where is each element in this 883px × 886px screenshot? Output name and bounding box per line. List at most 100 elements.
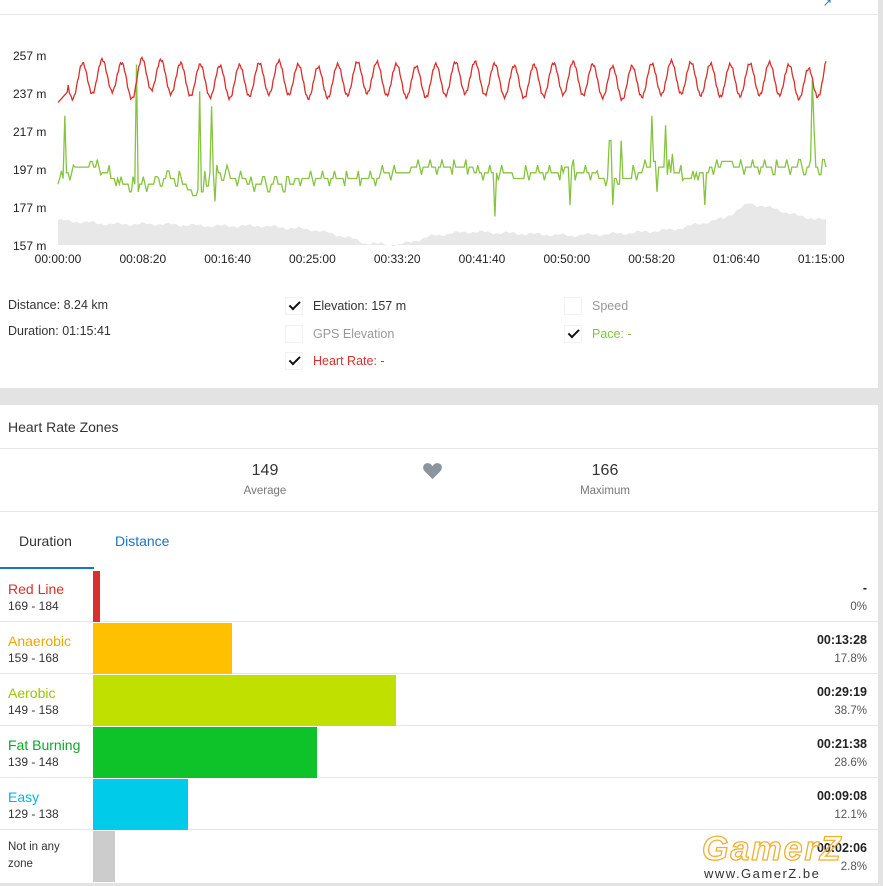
- zone-list: Red Line 169 - 184 - 0% Anaerobic 159 - 168 00…: [0, 570, 878, 882]
- zone-percent: 38.7%: [834, 705, 867, 717]
- activity-stats: Distance: 8.24 km Duration: 01:15:41: [8, 298, 111, 350]
- zone-row[interactable]: Red Line 169 - 184 - 0%: [0, 570, 878, 622]
- heart-rate-zones-title: Heart Rate Zones: [8, 419, 119, 435]
- zone-range: 139 - 148: [8, 755, 59, 769]
- heart-rate-line: [57, 56, 827, 103]
- zone-range: 159 - 168: [8, 651, 59, 665]
- y-tick-label: 257 m: [13, 49, 46, 63]
- gamerz-watermark-logo: GamerZ www.GamerZ.be: [701, 829, 841, 881]
- zone-time: 00:29:19: [816, 685, 867, 699]
- duration-value: 01:15:41: [62, 324, 111, 338]
- elevation-chart-card: ↗ 257 m 237 m 217 m 197 m 177 m 157 m 00:00:00…: [0, 0, 878, 388]
- average-hr-label: Average: [243, 485, 287, 497]
- x-tick-label: 00:25:00: [289, 252, 336, 266]
- activity-chart-svg[interactable]: 257 m 237 m 217 m 197 m 177 m 157 m00:00:00 00…: [0, 30, 878, 275]
- y-tick-label: 157 m: [13, 239, 46, 253]
- heart-rate-toggle[interactable]: Heart Rate: -: [285, 352, 385, 370]
- maximum-hr-label: Maximum: [580, 485, 630, 497]
- distance-label: Distance:: [8, 298, 61, 312]
- zone-bar: [93, 675, 396, 726]
- zone-row[interactable]: Easy 129 - 138 00:09:08 12.1%: [0, 778, 878, 830]
- zone-name: Anaerobic: [8, 633, 72, 649]
- zone-bar: [93, 571, 100, 622]
- x-tick-label: 01:15:00: [798, 252, 845, 266]
- x-tick-label: 00:50:00: [543, 252, 590, 266]
- zone-name: Fat Burning: [8, 737, 81, 753]
- zone-bar: [93, 831, 115, 882]
- zone-time: -: [862, 581, 867, 595]
- elevation-label: Elevation:: [313, 299, 368, 313]
- zone-bar: [93, 623, 233, 674]
- elevation-toggle[interactable]: Elevation: 157 m: [285, 297, 406, 315]
- zone-name: Easy: [8, 789, 40, 805]
- zone-percent: 12.1%: [834, 809, 867, 821]
- elevation-area: [58, 203, 826, 247]
- x-tick-label: 00:41:40: [459, 252, 506, 266]
- zone-range: 149 - 158: [8, 703, 59, 717]
- speed-toggle[interactable]: Speed: [564, 297, 628, 315]
- active-tab-indicator: [0, 567, 94, 569]
- divider: [0, 448, 878, 449]
- divider: [0, 511, 878, 512]
- divider: [0, 14, 878, 15]
- zone-percent: 2.8%: [840, 861, 867, 873]
- zone-time: 00:02:06: [816, 841, 867, 855]
- zone-bar: [93, 779, 188, 830]
- y-tick-label: 197 m: [13, 163, 46, 177]
- x-tick-label: 00:00:00: [35, 252, 82, 266]
- gps-elevation-toggle[interactable]: GPS Elevation: [285, 325, 394, 343]
- zone-percent: 0%: [850, 601, 867, 613]
- gps-elevation-label: GPS Elevation: [313, 327, 395, 341]
- heart-rate-checkbox[interactable]: [285, 352, 303, 370]
- tab-distance[interactable]: Distance: [115, 533, 170, 549]
- tab-duration[interactable]: Duration: [19, 533, 72, 549]
- zone-time: 00:09:08: [816, 789, 867, 803]
- y-tick-label: 217 m: [13, 125, 46, 139]
- gps-elevation-checkbox[interactable]: [285, 325, 303, 343]
- zone-time: 00:13:28: [816, 633, 867, 647]
- pace-line: [57, 64, 827, 217]
- zone-range: 129 - 138: [8, 807, 59, 821]
- average-hr-value: 149: [251, 462, 279, 479]
- zone-time: 00:21:38: [816, 737, 867, 751]
- check-icon: [567, 325, 580, 338]
- zone-row[interactable]: Fat Burning 139 - 148 00:21:38 28.6%: [0, 726, 878, 778]
- speed-checkbox[interactable]: [564, 297, 582, 315]
- elevation-value: 157 m: [371, 299, 407, 313]
- maximum-hr: 166 Maximum: [545, 462, 665, 497]
- y-tick-label: 177 m: [13, 201, 46, 215]
- pace-checkbox[interactable]: [564, 325, 582, 343]
- x-tick-label: 01:06:40: [713, 252, 760, 266]
- heart-rate-zones-card: Heart Rate Zones 149 Average 166 Maximum…: [0, 405, 878, 883]
- zone-name: Red Line: [8, 581, 65, 597]
- distance-value: 8.24 km: [63, 298, 109, 312]
- check-icon: [288, 352, 301, 365]
- zone-name: Aerobic: [8, 685, 56, 701]
- zone-percent: 28.6%: [834, 757, 867, 769]
- distance-stat: Distance: 8.24 km: [8, 298, 111, 324]
- heart-icon: [422, 461, 443, 485]
- check-icon: [288, 297, 301, 310]
- x-tick-label: 00:58:20: [628, 252, 675, 266]
- x-tick-label: 00:16:40: [204, 252, 251, 266]
- zone-row[interactable]: Aerobic 149 - 158 00:29:19 38.7%: [0, 674, 878, 726]
- x-tick-label: 00:33:20: [374, 252, 421, 266]
- elevation-checkbox[interactable]: [285, 297, 303, 315]
- pace-label: Pace: -: [592, 327, 632, 341]
- average-hr: 149 Average: [205, 462, 325, 497]
- y-tick-label: 237 m: [13, 87, 46, 101]
- zone-row[interactable]: Anaerobic 159 - 168 00:13:28 17.8%: [0, 622, 878, 674]
- zone-row[interactable]: Not in any zone 00:02:06 2.8%: [0, 830, 878, 882]
- svg-text:www.GamerZ.be: www.GamerZ.be: [703, 866, 820, 881]
- speed-label: Speed: [592, 299, 629, 313]
- duration-label: Duration:: [8, 324, 59, 338]
- corner-arrow-icon[interactable]: ↗: [822, 0, 832, 9]
- activity-chart[interactable]: 257 m 237 m 217 m 197 m 177 m 157 m 00:00:00 00…: [0, 30, 878, 275]
- x-tick-label: 00:08:20: [119, 252, 166, 266]
- pace-toggle[interactable]: Pace: -: [564, 325, 632, 343]
- zone-bar: [93, 727, 317, 778]
- zone-range: 169 - 184: [8, 599, 59, 613]
- heart-rate-label: Heart Rate: -: [313, 354, 385, 368]
- maximum-hr-value: 166: [591, 462, 619, 479]
